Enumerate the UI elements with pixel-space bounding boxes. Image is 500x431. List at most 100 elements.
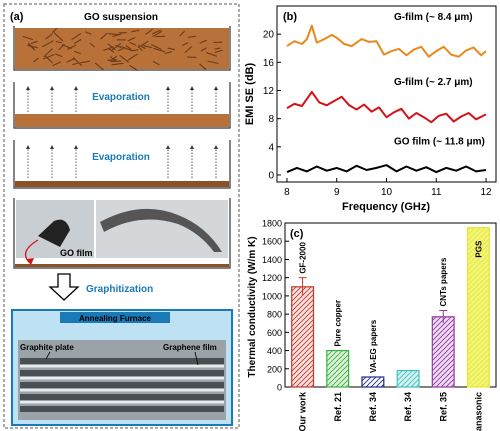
- graphene-film-layer: [20, 377, 224, 380]
- category-label: Ref. 34: [368, 392, 378, 422]
- bar: [431, 316, 455, 388]
- y-tick-label: 20: [263, 30, 275, 41]
- go-film-stage: GO film: [13, 198, 231, 269]
- go-flake: [42, 40, 54, 48]
- graphitization-step: Graphitization: [48, 273, 153, 301]
- go-film-caption: GO film: [60, 248, 93, 258]
- go-flake: [179, 30, 185, 37]
- container-1: [13, 26, 231, 71]
- go-flake: [152, 29, 162, 35]
- y-axis-ticks-b: 0 4 8 12 16 20: [263, 30, 281, 181]
- arrow-head-icon: [214, 145, 218, 149]
- go-flake: [184, 46, 193, 54]
- go-flake: [214, 47, 221, 50]
- bar-annotation: Pure copper: [334, 300, 343, 347]
- go-flake: [138, 44, 146, 49]
- go-flake: [119, 55, 129, 63]
- go-suspension-fill: [15, 28, 229, 69]
- go-flake: [43, 48, 53, 58]
- go-flake: [164, 51, 173, 54]
- bar-annotation: GF-2000: [299, 242, 308, 274]
- stage-title-evaporation-1: Evaporation: [92, 92, 150, 103]
- arrow-head-icon: [50, 86, 54, 90]
- furnace-title-bar: [60, 312, 170, 323]
- rolled-film-shape: [38, 219, 70, 247]
- go-flakes: [22, 27, 223, 71]
- bar: [361, 376, 385, 388]
- go-flake: [127, 53, 138, 61]
- go-flake: [214, 49, 223, 53]
- category-label: Our work: [298, 391, 308, 431]
- graphite-plate: [20, 370, 224, 376]
- thinning-layer-2: [15, 181, 229, 187]
- go-flake: [72, 62, 79, 66]
- panel-a-label: (a): [10, 11, 24, 23]
- go-flake: [45, 33, 53, 40]
- go-flake: [111, 62, 124, 66]
- go-film-photo-right: [96, 200, 228, 258]
- x-axis-label-b: Frequency (GHz): [342, 201, 430, 213]
- go-flake: [33, 57, 39, 63]
- bottom-film-layer: [15, 264, 229, 267]
- series-label: GO film (~ 11.8 μm): [394, 137, 485, 148]
- go-flake: [137, 45, 143, 51]
- go-flake: [152, 60, 160, 66]
- arrow-head-icon: [190, 86, 194, 90]
- arrow-head-icon: [26, 145, 30, 149]
- go-suspension-stage: GO suspension: [13, 12, 231, 71]
- category-label: Ref. 34: [403, 392, 413, 422]
- graphite-plate: [20, 406, 224, 412]
- bar: [396, 370, 420, 388]
- go-flake: [151, 44, 162, 50]
- y-tick-label: 200: [267, 364, 282, 374]
- go-flake: [27, 42, 35, 50]
- thinning-layer-1: [15, 114, 229, 127]
- x-tick-label: 12: [480, 187, 492, 198]
- y-tick-label: 1600: [262, 237, 282, 247]
- graphene-film-layer: [20, 401, 224, 404]
- go-flake: [74, 39, 82, 44]
- arrow-head-icon: [26, 86, 30, 90]
- go-flake: [181, 42, 189, 46]
- graphene-film-layer: [20, 365, 224, 368]
- go-flake: [80, 60, 91, 64]
- x-tick-label: 11: [431, 187, 442, 198]
- bar-annotation: PGS: [474, 240, 483, 258]
- go-flake: [145, 28, 153, 35]
- series-line: [286, 164, 487, 174]
- graphite-plate: [20, 394, 224, 400]
- go-flake: [43, 54, 55, 60]
- bar: [291, 286, 315, 388]
- go-flake: [52, 61, 61, 67]
- arrow-head-icon: [214, 86, 218, 90]
- go-flake: [55, 41, 62, 44]
- bar: [466, 227, 490, 388]
- plot-frame-c: [284, 222, 497, 388]
- evaporation-arrows-2: [26, 145, 218, 178]
- graphite-plate: [20, 382, 224, 388]
- y-tick-label: 0: [268, 170, 274, 181]
- bar-annotation: CNTs papers: [439, 257, 448, 306]
- y-tick-label: 1000: [262, 291, 282, 301]
- go-flake: [66, 57, 76, 63]
- go-flake: [199, 39, 207, 44]
- go-flake: [22, 35, 34, 41]
- arrow-head-icon: [190, 145, 194, 149]
- container-4: [13, 198, 231, 269]
- down-arrow-icon: [48, 273, 80, 301]
- y-tick-label: 1800: [262, 219, 282, 229]
- go-flake: [129, 42, 137, 46]
- graphite-plate-label: Graphite plate: [20, 343, 74, 352]
- evaporation-stage-2: Evaporation: [13, 140, 231, 189]
- emi-se-line-chart: (b) 0 4 8 12 16 20 8 9 10 11 12 G-film (~ 8.4 μm)…: [244, 5, 497, 213]
- go-flake: [131, 49, 139, 52]
- go-flake: [117, 47, 125, 52]
- x-tick-label: 9: [334, 187, 340, 198]
- go-flake: [127, 37, 136, 42]
- category-label: Ref. 35: [438, 392, 448, 422]
- category-label: Ref. 21: [333, 392, 343, 422]
- go-flake: [152, 30, 163, 37]
- go-flake: [53, 32, 64, 42]
- graphene-film-layer: [20, 389, 224, 392]
- go-flake: [74, 50, 81, 54]
